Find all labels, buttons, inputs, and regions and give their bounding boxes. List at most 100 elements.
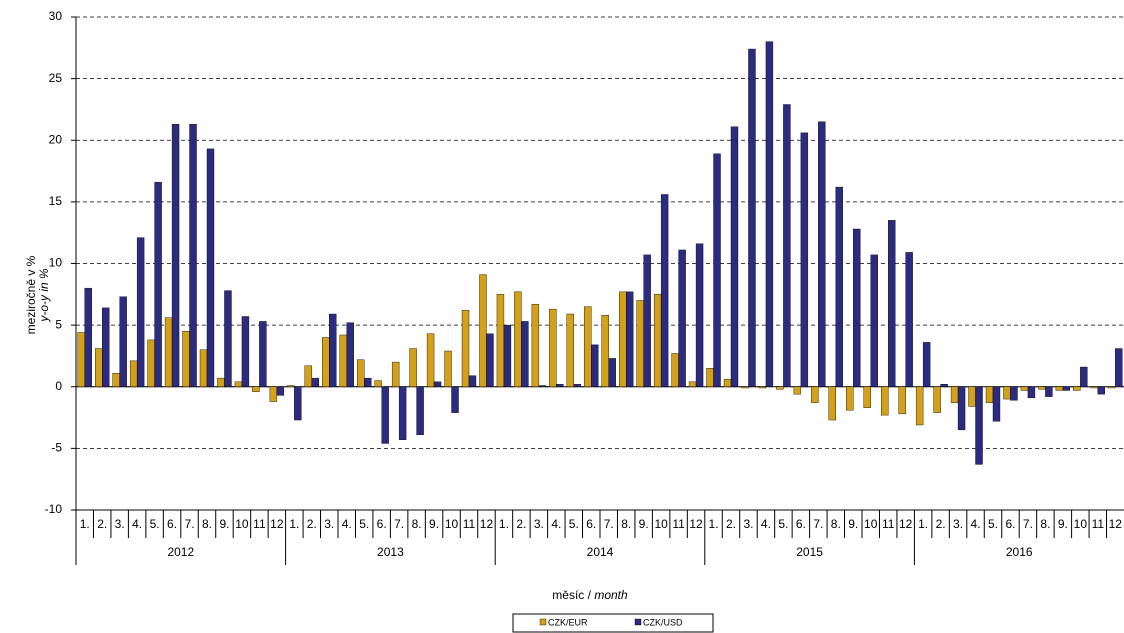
bar [870, 254, 878, 387]
y-label-italic: in % [37, 268, 51, 292]
y-tick-label: 30 [49, 9, 63, 23]
y-tick-label: 10 [49, 256, 63, 270]
bar [77, 332, 85, 387]
bar [1073, 386, 1081, 391]
x-tick-label: 12 [480, 517, 494, 531]
bar [129, 360, 138, 387]
bar [95, 348, 103, 387]
x-tick-label: 4. [551, 517, 561, 531]
bar [409, 348, 417, 387]
bar [863, 386, 871, 408]
x-tick-label: 2. [516, 517, 526, 531]
x-tick-label: 9. [848, 517, 858, 531]
x-tick-label: 5. [988, 517, 998, 531]
bar [881, 386, 889, 416]
bar [416, 386, 424, 436]
year-label: 2014 [587, 545, 614, 559]
bar [992, 386, 1001, 422]
bar [853, 228, 861, 387]
bar [636, 300, 644, 387]
x-tick-label: 1. [289, 517, 299, 531]
bar [276, 386, 285, 396]
bar [793, 386, 802, 395]
bar [818, 121, 826, 387]
bar [514, 291, 522, 387]
bar [241, 316, 250, 387]
bar [287, 385, 295, 387]
bar [147, 339, 155, 387]
bar [521, 321, 529, 387]
x-tick-label: 3. [534, 517, 544, 531]
x-tick-label: 9. [219, 517, 229, 531]
bar [1003, 386, 1011, 400]
bar [154, 181, 162, 387]
bar [119, 296, 127, 387]
bar [259, 321, 267, 387]
bar [835, 186, 843, 387]
bar [975, 386, 983, 465]
x-tick-label: 4. [132, 517, 142, 531]
bar [653, 294, 662, 387]
bar [730, 126, 739, 387]
y-tick-label: 0 [55, 379, 62, 393]
bar [643, 254, 651, 387]
x-tick-label: 6. [1005, 517, 1015, 531]
x-tick-label: 12 [899, 517, 913, 531]
bar [496, 294, 505, 387]
year-label: 2013 [377, 545, 404, 559]
bar [584, 306, 592, 387]
x-label-en: month [594, 588, 628, 602]
y-tick-label: 20 [49, 132, 63, 146]
x-tick-label: 8. [1040, 517, 1050, 531]
bar [556, 384, 564, 387]
bar [346, 322, 354, 387]
bar [1090, 386, 1099, 389]
bar [1038, 386, 1046, 390]
x-tick-label: 12 [270, 517, 284, 531]
x-tick-label: 10 [654, 517, 668, 531]
bar [688, 381, 697, 387]
y-tick-label: -10 [45, 502, 63, 516]
bar [695, 243, 704, 387]
year-label: 2012 [167, 545, 194, 559]
bar [479, 274, 487, 387]
bar [252, 386, 260, 392]
bar [398, 386, 407, 440]
bar [451, 386, 459, 413]
legend-label: CZK/USD [643, 617, 683, 627]
x-tick-label: 3. [324, 517, 334, 531]
bar [811, 386, 819, 403]
bar [1097, 386, 1105, 395]
legend-box [512, 613, 714, 633]
bar [1055, 386, 1064, 391]
x-tick-label: 2. [307, 517, 317, 531]
x-axis-label: měsíc / month [552, 588, 628, 602]
x-tick-label: 1. [499, 517, 509, 531]
bar [311, 377, 319, 387]
bar [1020, 386, 1029, 391]
x-tick-label: 10 [864, 517, 878, 531]
bar [601, 315, 609, 387]
bar [503, 324, 512, 387]
bar [846, 386, 854, 411]
legend-label: CZK/EUR [548, 617, 588, 627]
bar [206, 148, 215, 387]
y-tick-label: 5 [55, 317, 62, 331]
bar [898, 386, 906, 415]
x-tick-label: 12 [1109, 517, 1123, 531]
legend-swatch [634, 618, 642, 626]
x-tick-label: 3. [115, 517, 125, 531]
x-tick-label: 9. [1058, 517, 1068, 531]
bar [706, 368, 714, 387]
x-tick-label: 12 [689, 517, 703, 531]
bar [1115, 348, 1123, 387]
x-tick-label: 2. [97, 517, 107, 531]
x-tick-label: 8. [621, 517, 631, 531]
bar [364, 377, 372, 387]
bar [950, 386, 959, 403]
bar [339, 334, 347, 387]
bar [608, 358, 616, 387]
x-tick-label: 3. [743, 517, 753, 531]
x-tick-label: 10 [445, 517, 459, 531]
bar [758, 386, 767, 389]
